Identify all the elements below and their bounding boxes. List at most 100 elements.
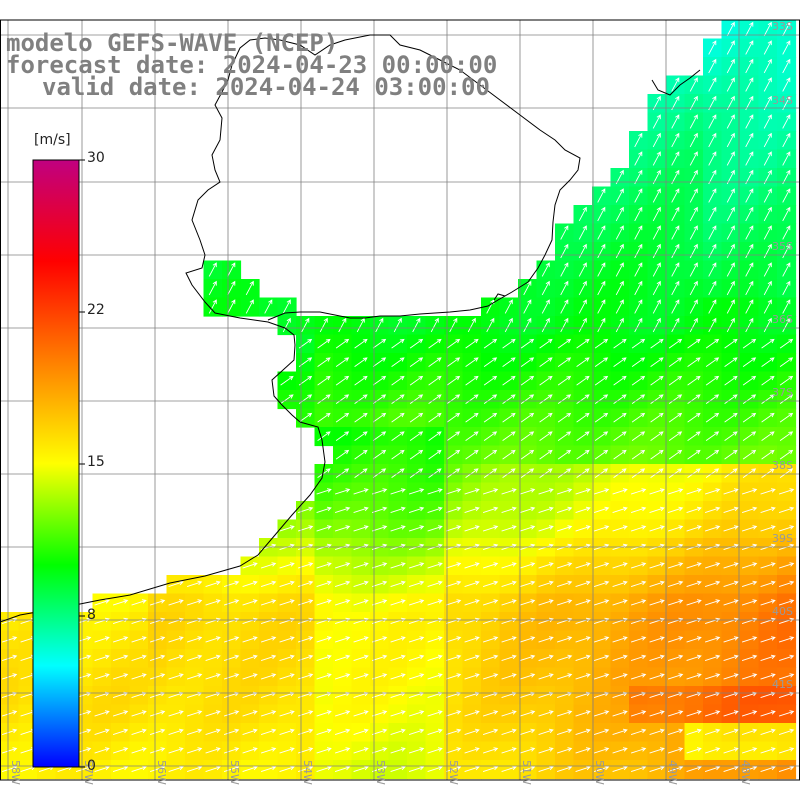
wind-arrow	[539, 449, 553, 460]
wind-arrow	[464, 580, 480, 588]
wind-arrow	[520, 357, 535, 367]
wind-arrow	[760, 599, 776, 606]
wind-arrow	[557, 468, 572, 478]
wind-arrow	[446, 412, 461, 423]
wind-arrow	[630, 747, 647, 754]
wind-arrow	[593, 506, 610, 514]
wind-arrow	[613, 394, 627, 404]
wind-arrow	[353, 636, 369, 643]
wind-arrow	[634, 299, 643, 314]
wind-arrow	[597, 243, 606, 259]
wind-arrow	[650, 449, 664, 460]
wind-arrow	[687, 394, 701, 404]
colorbar-gradient	[32, 159, 80, 768]
wind-arrow	[372, 357, 387, 367]
wind-arrow	[519, 525, 536, 532]
wind-arrow	[726, 77, 735, 92]
wind-arrow	[501, 728, 517, 736]
wind-arrow	[615, 243, 624, 259]
wind-arrow	[465, 338, 479, 349]
wind-arrow	[317, 357, 331, 367]
wind-arrow	[519, 710, 536, 717]
wind-arrow	[464, 747, 480, 754]
wind-arrow	[686, 488, 702, 495]
wind-arrow	[317, 375, 331, 386]
wind-arrow	[741, 580, 758, 588]
wind-arrow	[520, 412, 535, 423]
wind-arrow	[242, 673, 258, 680]
wind-arrow	[297, 599, 314, 606]
wind-arrow	[668, 412, 683, 423]
wind-arrow	[539, 357, 553, 367]
wind-arrow	[723, 636, 739, 643]
wind-arrow	[501, 580, 517, 588]
latitude-label: 35S	[772, 240, 793, 253]
wind-arrow	[689, 114, 698, 129]
wind-arrow	[726, 317, 735, 333]
wind-arrow	[576, 338, 590, 349]
wind-arrow	[464, 654, 480, 662]
wind-arrow	[689, 317, 698, 333]
wind-arrow	[745, 262, 754, 277]
wind-arrow	[446, 338, 461, 349]
wind-arrow	[760, 636, 776, 643]
wind-arrow	[335, 375, 350, 386]
wind-arrow	[427, 765, 443, 773]
wind-arrow	[372, 449, 387, 460]
latitude-label: 40S	[772, 605, 793, 618]
wind-arrow	[1, 654, 18, 662]
wind-arrow	[538, 673, 554, 680]
latitude-label: 33S	[772, 20, 793, 33]
wind-arrow	[393, 317, 402, 333]
wind-arrow	[652, 280, 661, 296]
wind-arrow	[445, 506, 462, 514]
wind-arrow	[242, 599, 258, 606]
wind-arrow	[723, 765, 739, 773]
wind-arrow	[260, 562, 277, 569]
wind-arrow	[578, 299, 587, 314]
wind-arrow	[260, 636, 277, 643]
wind-arrow	[671, 132, 680, 148]
wind-arrow	[353, 728, 369, 736]
wind-arrow	[334, 525, 351, 532]
wind-arrow	[575, 488, 591, 495]
wind-arrow	[316, 747, 332, 754]
wind-arrow	[279, 636, 295, 643]
wind-arrow	[652, 132, 661, 148]
wind-arrow	[149, 728, 166, 736]
wind-arrow	[523, 280, 532, 296]
wind-arrow	[371, 506, 388, 514]
wind-arrow	[371, 525, 388, 532]
wind-arrow	[556, 488, 573, 495]
wind-arrow	[465, 375, 479, 386]
wind-arrow	[557, 357, 572, 367]
wind-arrow	[671, 262, 680, 277]
wind-arrow	[205, 654, 221, 662]
wind-arrow	[519, 636, 536, 643]
wind-arrow	[763, 262, 772, 277]
wind-arrow	[686, 562, 702, 569]
wind-arrow	[782, 40, 791, 55]
wind-arrow	[778, 747, 795, 754]
wind-arrow	[597, 280, 606, 296]
wind-arrow	[483, 468, 498, 478]
wind-arrow	[464, 488, 480, 495]
wind-arrow	[556, 599, 573, 606]
wind-arrow	[205, 728, 221, 736]
wind-arrow	[745, 58, 754, 74]
wind-arrow	[686, 728, 702, 736]
wind-arrow	[168, 673, 184, 680]
wind-arrow	[168, 599, 184, 606]
wind-arrow	[539, 412, 553, 423]
wind-arrow	[279, 654, 295, 662]
wind-arrow	[316, 728, 332, 736]
wind-arrow	[760, 488, 776, 495]
wind-arrow	[408, 654, 425, 662]
wind-arrow	[597, 262, 606, 277]
wind-arrow	[186, 599, 203, 606]
wind-arrow	[763, 206, 772, 222]
wind-arrow	[745, 280, 754, 296]
wind-arrow	[409, 375, 424, 386]
wind-arrow	[502, 375, 516, 386]
wind-arrow	[556, 580, 573, 588]
